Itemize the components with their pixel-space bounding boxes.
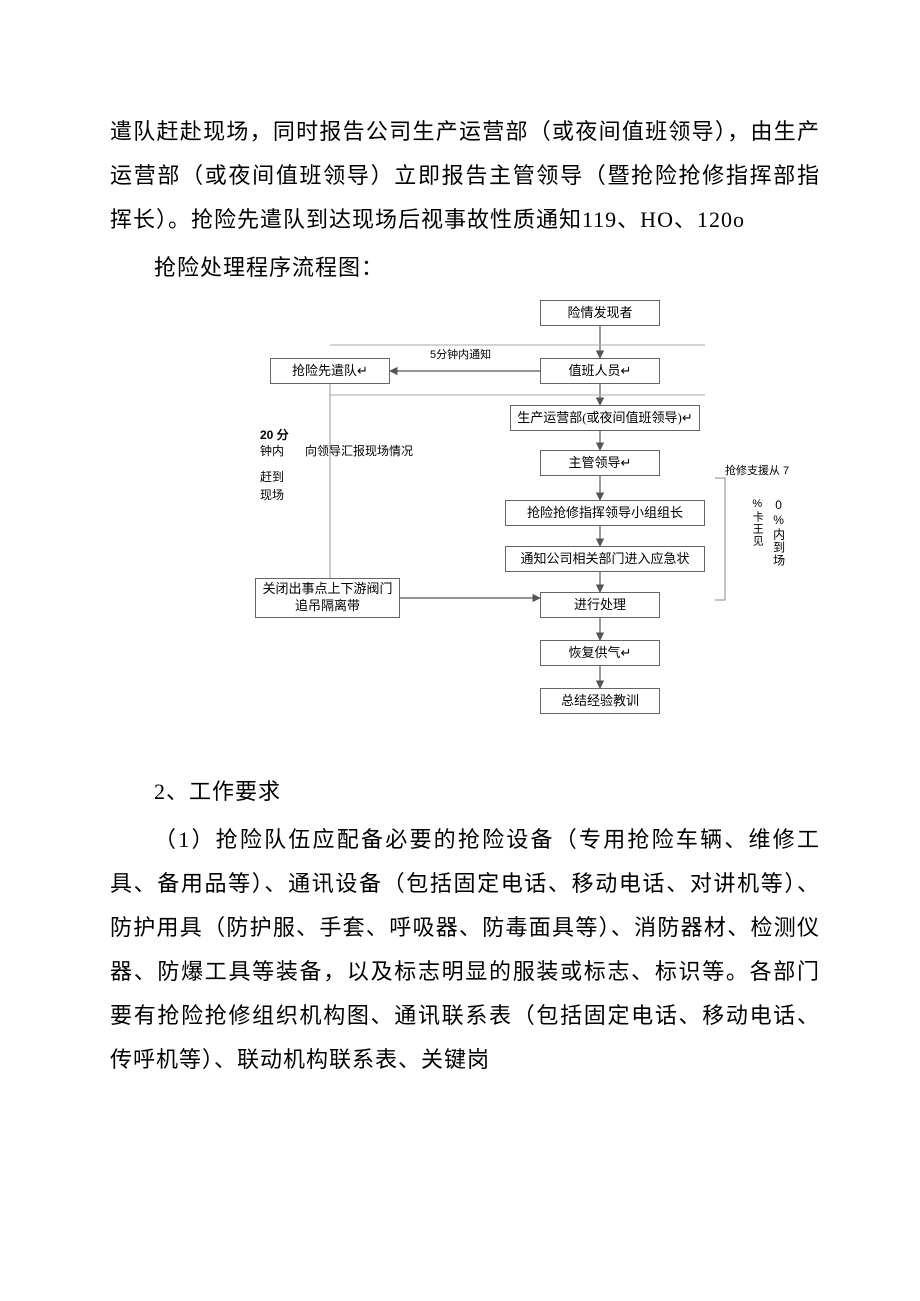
flow-label-lvtext1: 0%内到场 (770, 498, 786, 567)
flow-node-notify: 通知公司相关部门进入应急状 (505, 546, 705, 572)
flow-node-advance: 抢险先遣队↵ (270, 358, 390, 384)
flow-node-ops: 生产运营部(或夜间值班领导)↵ (510, 405, 700, 431)
flow-node-leader: 主管领导↵ (540, 450, 660, 476)
flow-label-larrive: 赶到 (260, 470, 284, 486)
flow-label-lsupport: 抢修支援从 7 (725, 464, 789, 478)
paragraph-4: （1）抢险队伍应配备必要的抢险设备（专用抢险车辆、维修工具、备用品等）、通讯设备… (110, 818, 820, 1082)
flow-node-process: 进行处理 (540, 592, 660, 618)
body-text-lower: 2、工作要求 （1）抢险队伍应配备必要的抢险设备（专用抢险车辆、维修工具、备用品… (110, 770, 820, 1082)
body-text: 遣队赶赴现场，同时报告公司生产运营部（或夜间值班领导），由生产运营部（或夜间值班… (110, 110, 820, 290)
flow-label-lvtext2: %卡王见 (750, 498, 764, 547)
flow-node-duty: 值班人员↵ (540, 358, 660, 384)
flow-node-discoverer: 险情发现者 (540, 300, 660, 326)
flow-node-summary: 总结经验教训 (540, 688, 660, 714)
flow-label-l20min2: 钟内 (260, 444, 284, 460)
document-page: 遣队赶赴现场，同时报告公司生产运营部（或夜间值班领导），由生产运营部（或夜间值班… (0, 0, 920, 1301)
flowchart: 险情发现者值班人员↵ 抢险先遣队↵ 生产运营部(或夜间值班领导)↵ 主管领导↵ 抢险抢修… (170, 300, 870, 760)
paragraph-3: 2、工作要求 (110, 770, 820, 814)
flow-node-restore: 恢复供气↵ (540, 640, 660, 666)
flow-label-lreport: 向领导汇报现场情况 (305, 444, 413, 460)
flow-node-cmdgroup: 抢险抢修指挥领导小组组长 (505, 500, 705, 526)
paragraph-1: 遣队赶赴现场，同时报告公司生产运营部（或夜间值班领导），由生产运营部（或夜间值班… (110, 110, 820, 242)
flow-node-shutvalve: 关闭出事点上下游阀门追吊隔离带 (255, 578, 400, 618)
flow-label-l5min: 5分钟内通知 (430, 348, 491, 362)
flow-label-lsite: 现场 (260, 488, 284, 504)
flow-label-l20min: 20 分 (260, 428, 289, 444)
paragraph-2: 抢险处理程序流程图： (110, 246, 820, 290)
